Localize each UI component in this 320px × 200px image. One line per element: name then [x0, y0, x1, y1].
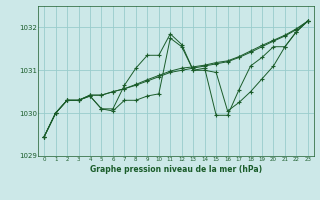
- X-axis label: Graphe pression niveau de la mer (hPa): Graphe pression niveau de la mer (hPa): [90, 165, 262, 174]
